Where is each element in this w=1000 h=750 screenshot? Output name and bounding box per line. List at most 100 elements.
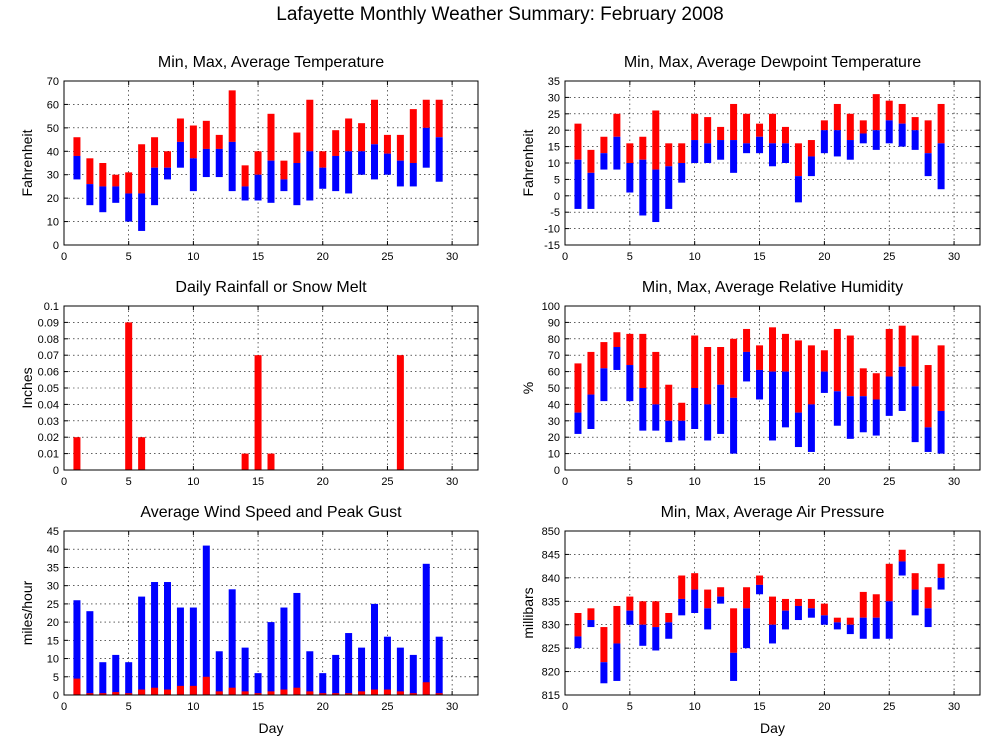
bar bbox=[112, 654, 120, 695]
chart-pressure: Min, Max, Average Air Pressure 815 820 825 8… bbox=[520, 504, 981, 736]
bar bbox=[820, 130, 828, 154]
bar bbox=[358, 151, 366, 175]
bar bbox=[574, 636, 582, 649]
bar bbox=[833, 391, 841, 426]
y-tick-label: 5 bbox=[53, 672, 59, 684]
bar bbox=[613, 332, 621, 347]
bar bbox=[613, 605, 621, 644]
bar bbox=[112, 174, 120, 187]
y-tick-label: 835 bbox=[542, 596, 560, 608]
y-tick-label: -10 bbox=[544, 224, 560, 236]
bar bbox=[665, 622, 673, 639]
bar bbox=[794, 605, 802, 621]
y-axis-label: miles/hour bbox=[19, 580, 35, 645]
bar bbox=[371, 689, 378, 695]
bar bbox=[911, 335, 919, 387]
bar bbox=[435, 137, 443, 182]
bar bbox=[769, 327, 776, 372]
bar bbox=[254, 174, 262, 201]
plot-frame bbox=[564, 305, 981, 471]
y-tick-label: 0 bbox=[53, 690, 59, 702]
bar bbox=[833, 328, 841, 392]
bar bbox=[717, 140, 725, 160]
bar bbox=[626, 610, 634, 625]
bar bbox=[911, 130, 919, 150]
bar bbox=[112, 186, 120, 203]
bar bbox=[665, 384, 673, 421]
bar bbox=[151, 582, 159, 695]
bar bbox=[574, 363, 582, 413]
bar bbox=[189, 125, 197, 159]
bar bbox=[794, 412, 802, 448]
y-tick-label: 0.1 bbox=[44, 301, 59, 313]
x-tick-label: 30 bbox=[446, 701, 458, 713]
bar bbox=[228, 589, 236, 695]
bar bbox=[202, 120, 210, 149]
bar bbox=[241, 647, 249, 695]
bar bbox=[665, 420, 673, 443]
bar bbox=[613, 113, 621, 137]
bar bbox=[241, 691, 249, 695]
bar bbox=[202, 676, 210, 695]
bar bbox=[176, 607, 184, 695]
bar bbox=[138, 193, 146, 231]
bar bbox=[743, 113, 751, 144]
bar bbox=[202, 148, 210, 178]
bar bbox=[769, 596, 776, 625]
bar bbox=[422, 127, 430, 168]
bar bbox=[112, 692, 120, 695]
y-tick-label: 70 bbox=[47, 76, 59, 88]
bar bbox=[678, 575, 686, 599]
bar bbox=[345, 693, 353, 695]
bar bbox=[176, 141, 184, 168]
bar bbox=[435, 636, 443, 695]
y-tick-label: 0.08 bbox=[38, 334, 59, 346]
bar bbox=[600, 136, 608, 154]
bar bbox=[358, 691, 366, 695]
bar bbox=[898, 123, 906, 147]
chart-title: Min, Max, Average Temperature bbox=[158, 54, 384, 71]
bar bbox=[924, 365, 932, 428]
x-tick-label: 5 bbox=[126, 476, 132, 488]
bar bbox=[138, 689, 146, 695]
x-tick-label: 10 bbox=[187, 251, 199, 263]
y-tick-label: 35 bbox=[47, 562, 59, 574]
bar bbox=[409, 693, 417, 695]
bar bbox=[138, 144, 146, 194]
bar bbox=[872, 594, 880, 618]
bar bbox=[254, 151, 262, 175]
x-tick-label: 10 bbox=[689, 476, 701, 488]
bar bbox=[924, 153, 932, 177]
bar bbox=[769, 624, 776, 644]
bar bbox=[872, 617, 880, 639]
bar bbox=[833, 622, 841, 630]
bar bbox=[383, 636, 391, 695]
bar bbox=[833, 130, 841, 157]
y-tick-label: -15 bbox=[544, 240, 560, 252]
bar bbox=[396, 160, 404, 187]
bar bbox=[807, 156, 815, 177]
x-tick-label: 15 bbox=[753, 251, 765, 263]
y-tick-label: 30 bbox=[47, 581, 59, 593]
bar bbox=[924, 587, 932, 609]
bar bbox=[306, 99, 314, 152]
y-tick-label: 845 bbox=[542, 549, 560, 561]
bar bbox=[846, 335, 854, 397]
bar bbox=[652, 351, 660, 405]
bar bbox=[924, 608, 932, 628]
bar bbox=[600, 368, 608, 402]
bar bbox=[885, 563, 893, 602]
plot-frame bbox=[63, 530, 479, 696]
bar bbox=[358, 123, 366, 152]
bar bbox=[717, 596, 725, 604]
plot-frame bbox=[564, 530, 981, 696]
bar bbox=[151, 687, 159, 695]
bar bbox=[665, 613, 673, 623]
bar bbox=[691, 140, 699, 163]
x-tick-label: 0 bbox=[61, 251, 67, 263]
y-tick-label: 45 bbox=[47, 526, 59, 538]
bar bbox=[678, 598, 686, 616]
bar bbox=[86, 158, 94, 185]
bar-group bbox=[574, 549, 945, 684]
bar bbox=[613, 136, 621, 170]
